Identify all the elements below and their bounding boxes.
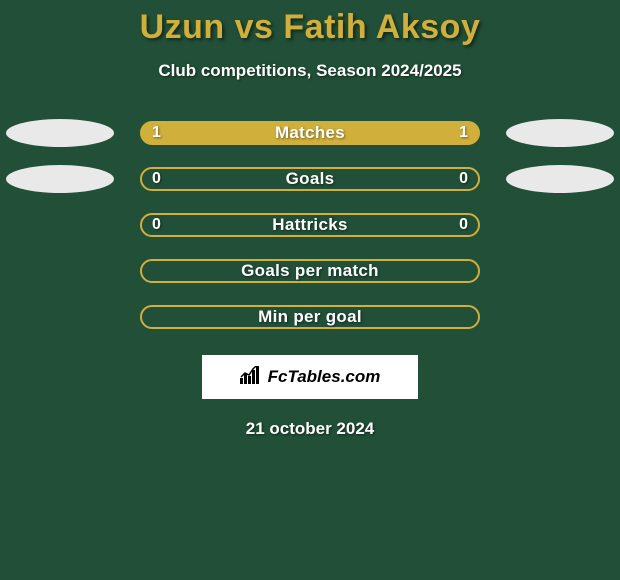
stat-row: 1 1 Matches	[0, 121, 620, 145]
stat-label: Goals	[286, 169, 335, 189]
stat-label: Goals per match	[241, 261, 379, 281]
player-oval-left	[6, 119, 114, 147]
stat-row: Goals per match	[0, 259, 620, 283]
stat-value-left: 0	[152, 170, 161, 188]
chart-bars-icon	[240, 366, 262, 389]
stat-value-left: 1	[152, 124, 161, 142]
infographic-date: 21 october 2024	[0, 419, 620, 439]
comparison-infographic: Uzun vs Fatih Aksoy Club competitions, S…	[0, 0, 620, 580]
stat-value-right: 0	[459, 170, 468, 188]
stat-rows: 1 1 Matches 0 0 Goals 0 0 Hattricks Goals per mat…	[0, 121, 620, 329]
source-badge-text: FcTables.com	[268, 367, 381, 387]
player-oval-right	[506, 119, 614, 147]
stat-pill: Min per goal	[140, 305, 480, 329]
stat-row: 0 0 Goals	[0, 167, 620, 191]
stat-label: Min per goal	[258, 307, 362, 327]
stat-pill: 0 0 Goals	[140, 167, 480, 191]
stat-label: Matches	[275, 123, 345, 143]
player-oval-left	[6, 165, 114, 193]
stat-value-right: 0	[459, 216, 468, 234]
stat-row: 0 0 Hattricks	[0, 213, 620, 237]
player-oval-right	[506, 165, 614, 193]
page-subtitle: Club competitions, Season 2024/2025	[0, 61, 620, 81]
stat-pill: Goals per match	[140, 259, 480, 283]
stat-value-left: 0	[152, 216, 161, 234]
stat-pill: 1 1 Matches	[140, 121, 480, 145]
stat-label: Hattricks	[272, 215, 347, 235]
page-title: Uzun vs Fatih Aksoy	[0, 0, 620, 47]
source-badge: FcTables.com	[202, 355, 418, 399]
stat-row: Min per goal	[0, 305, 620, 329]
stat-pill: 0 0 Hattricks	[140, 213, 480, 237]
stat-value-right: 1	[459, 124, 468, 142]
